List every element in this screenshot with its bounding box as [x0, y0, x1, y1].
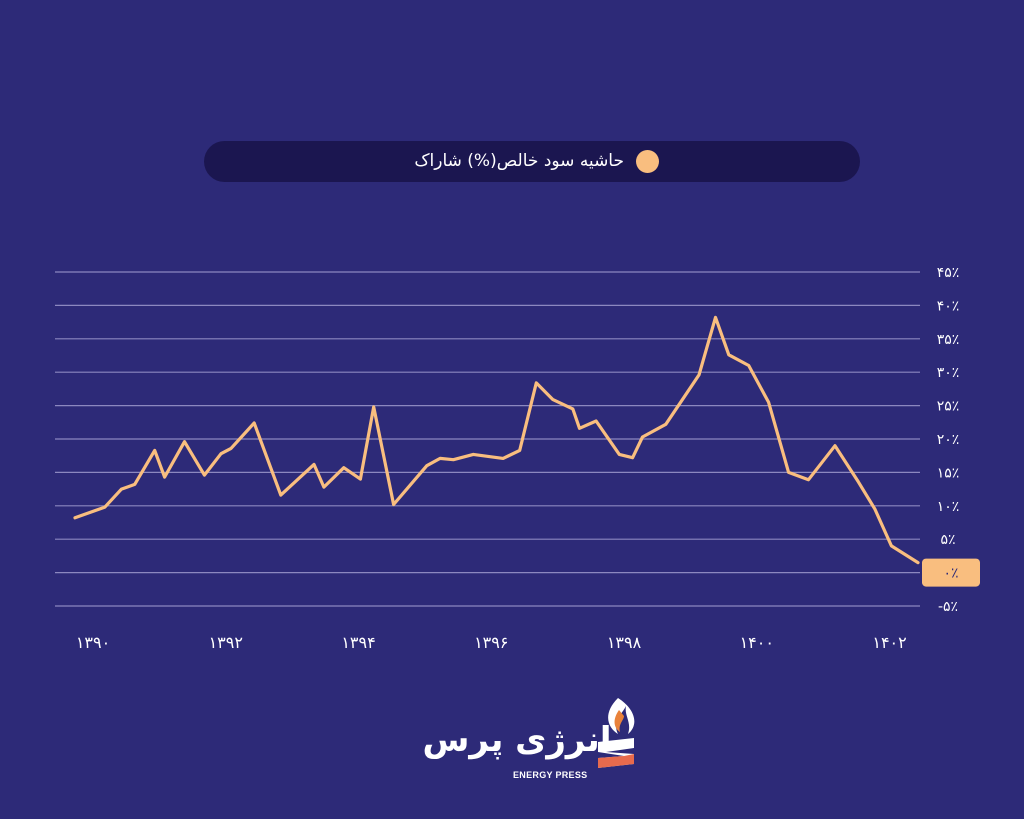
legend-label: حاشیه سود خالص(%) شاراک — [414, 151, 624, 171]
y-tick-label: ۲۰٪ — [937, 432, 960, 448]
brand-logo: انرژی پرس ENERGY PRESS — [418, 690, 648, 795]
y-tick-label: ۱۰٪ — [937, 499, 960, 515]
brand-name: انرژی پرس — [422, 720, 612, 760]
y-tick-label: ۳۵٪ — [937, 332, 960, 348]
y-tick-label: ۴۰٪ — [937, 298, 960, 314]
x-tick-label: ۱۴۰۲ — [872, 633, 906, 652]
zero-label-badge — [922, 558, 980, 587]
series-line — [73, 315, 920, 565]
y-tick-label: ۳۰٪ — [937, 365, 960, 381]
y-tick-label: ۱۵٪ — [937, 465, 960, 481]
x-tick-label: ۱۳۹۲ — [209, 633, 243, 652]
x-tick-label: ۱۳۹۴ — [341, 633, 375, 652]
y-tick-label: ۰٪ — [943, 566, 958, 582]
y-tick-label: ۵٪ — [940, 532, 955, 548]
y-tick-label: ۲۵٪ — [937, 399, 960, 415]
x-tick-label: ۱۳۹۸ — [607, 633, 642, 652]
y-tick-label: ۴۵٪ — [937, 265, 960, 281]
legend: حاشیه سود خالص(%) شاراک — [204, 141, 860, 182]
legend-swatch-icon — [636, 150, 659, 173]
brand-subtitle: ENERGY PRESS — [513, 770, 588, 780]
x-tick-label: ۱۳۹۰ — [76, 633, 110, 652]
y-tick-label: -۵٪ — [938, 599, 958, 615]
x-tick-label: ۱۴۰۰ — [740, 633, 774, 652]
x-tick-label: ۱۳۹۶ — [474, 633, 508, 652]
flame-logo-icon — [598, 698, 635, 768]
